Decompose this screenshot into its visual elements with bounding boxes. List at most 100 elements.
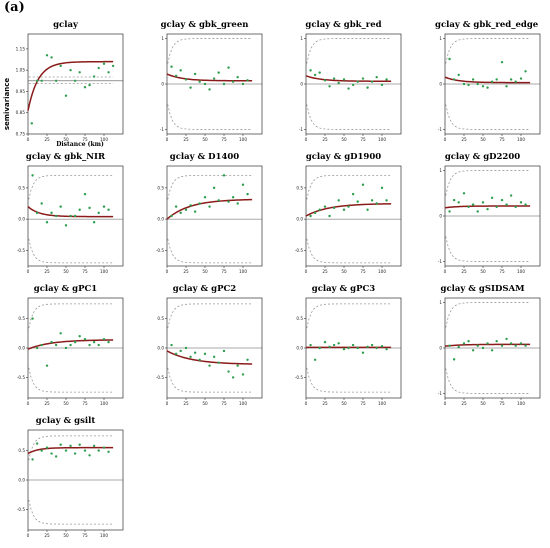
envelope-lower: [167, 367, 253, 393]
y-tick-label: -0.5: [17, 507, 26, 512]
data-point: [102, 62, 106, 65]
y-tick-label: 0.0: [18, 346, 25, 351]
data-point: [241, 183, 245, 186]
data-point: [351, 83, 355, 87]
data-point: [50, 211, 53, 215]
data-point: [198, 358, 201, 361]
y-tick-label: 1.15: [16, 46, 26, 51]
data-point: [509, 78, 513, 81]
x-tick-label: 0: [444, 269, 447, 274]
data-point: [231, 196, 235, 199]
data-point: [380, 186, 384, 190]
x-tick-label: 0: [166, 269, 169, 274]
y-tick-label: 0.5: [18, 185, 25, 190]
data-point: [227, 200, 230, 203]
variogram-panel: gclay & gPC2 -0.5 0.0 0.5 0 25 50 75 100: [143, 284, 268, 410]
data-point: [462, 192, 466, 195]
data-point: [361, 77, 365, 80]
data-point: [179, 349, 182, 353]
data-point: [83, 192, 87, 196]
data-point: [193, 351, 197, 354]
x-tick-label: 25: [461, 269, 467, 274]
x-tick-label: 75: [82, 137, 88, 142]
data-point: [328, 345, 331, 349]
data-point: [347, 87, 350, 90]
y-tick-label: -1: [438, 127, 443, 132]
data-point: [64, 449, 68, 452]
envelope-lower: [167, 238, 253, 264]
data-point: [500, 198, 504, 202]
data-point: [366, 345, 369, 349]
data-point: [495, 78, 498, 81]
x-tick-label: 75: [221, 269, 227, 274]
x-tick-label: 75: [499, 269, 505, 274]
plot-svg: -0.5 0.0 0.5 0 25 50 75 100: [17, 429, 124, 538]
data-point: [457, 73, 460, 77]
plot-title: gclay & gbk_red: [305, 20, 382, 30]
data-point: [35, 346, 39, 350]
model-curve: [166, 350, 253, 365]
data-point: [227, 66, 230, 69]
variogram-panel: gclay & gSIDSAM -1 0 1 0 25 50 75 100: [421, 284, 546, 410]
x-tick-label: 0: [444, 401, 447, 406]
x-tick-label: 25: [322, 269, 328, 274]
data-point: [97, 66, 100, 70]
envelope-lower: [306, 367, 392, 393]
envelope-lower: [28, 238, 114, 264]
x-tick-label: 100: [100, 533, 108, 538]
x-tick-label: 100: [239, 137, 247, 142]
variogram-panel: gclay & gPC3 -0.5 0.0 0.5 0 25 50 75 100: [282, 284, 407, 410]
data-point: [45, 364, 49, 367]
data-point: [88, 206, 91, 210]
data-point: [313, 211, 317, 215]
data-point: [490, 349, 494, 352]
y-tick-label: 0.0: [157, 346, 164, 351]
y-tick-label: 0.5: [296, 316, 303, 321]
x-tick-label: 100: [100, 401, 108, 406]
data-point: [107, 450, 110, 453]
data-point: [69, 214, 72, 218]
x-tick-label: 25: [322, 137, 328, 142]
model-curve: [305, 75, 392, 83]
y-tick-label: 0.5: [18, 448, 25, 453]
data-point: [40, 202, 43, 205]
data-point: [170, 214, 173, 218]
x-tick-label: 75: [82, 269, 88, 274]
data-point: [35, 211, 39, 215]
y-tick-label: -1: [438, 391, 443, 396]
data-point: [88, 83, 91, 87]
y-tick-label: 0.5: [157, 185, 164, 190]
data-point: [500, 344, 504, 347]
y-axis-label-text: semivariance: [3, 78, 11, 131]
data-point: [222, 349, 226, 353]
data-point: [380, 83, 384, 87]
envelope-lower: [445, 104, 531, 130]
x-tick-label: 50: [341, 401, 347, 406]
data-point: [514, 344, 517, 347]
x-tick-label: 50: [202, 401, 208, 406]
model-curve: [27, 446, 114, 455]
data-point: [505, 203, 508, 206]
x-tick-label: 75: [360, 401, 366, 406]
data-point: [471, 349, 475, 352]
y-tick-label: 0: [300, 82, 303, 87]
data-point: [318, 346, 321, 350]
x-tick-label: 0: [444, 137, 447, 142]
data-point: [366, 86, 369, 89]
data-point: [222, 82, 226, 86]
variogram-panel: gclay & gbk_red -1 0 1 0 25 50 75 100: [282, 20, 407, 146]
x-tick-label: 75: [221, 401, 227, 406]
y-tick-label: 0: [161, 82, 164, 87]
data-point: [97, 449, 100, 452]
data-point: [97, 343, 100, 347]
data-point: [54, 455, 58, 458]
x-tick-label: 25: [461, 401, 467, 406]
data-point: [481, 201, 485, 204]
data-point: [313, 73, 317, 77]
data-point: [189, 86, 192, 89]
data-point: [337, 81, 340, 85]
y-tick-label: -1: [438, 259, 443, 264]
data-point: [313, 358, 317, 361]
x-tick-label: 100: [239, 269, 247, 274]
